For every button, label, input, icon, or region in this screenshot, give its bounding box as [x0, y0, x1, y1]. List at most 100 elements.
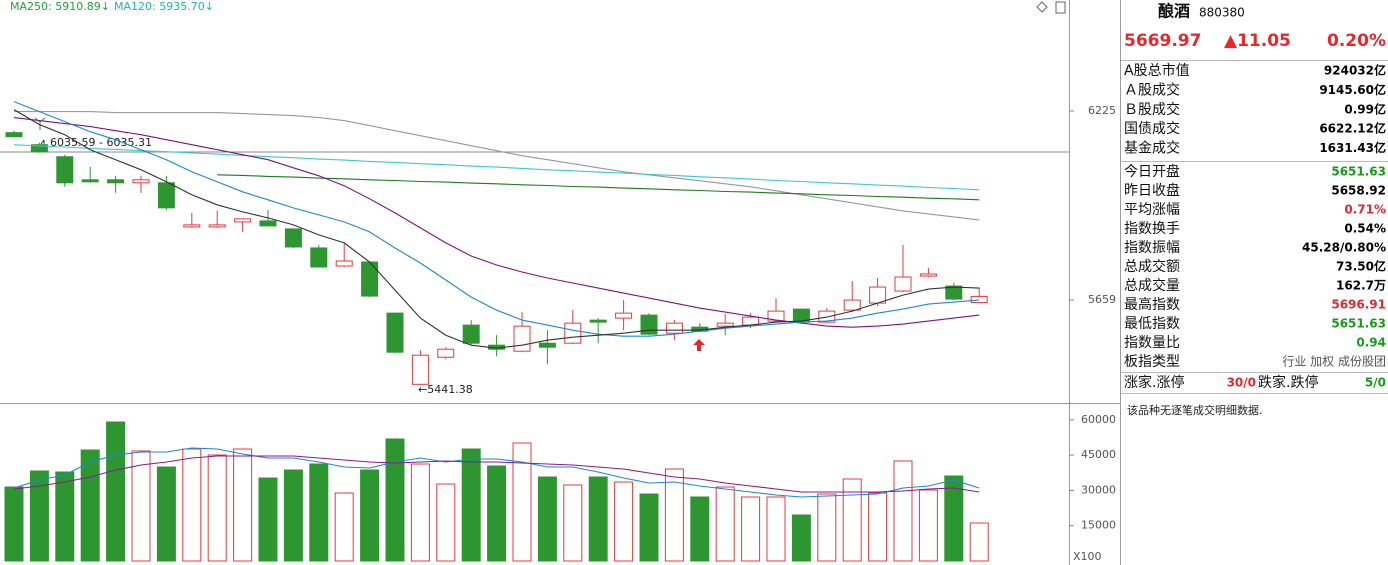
stock-code: 880380	[1199, 6, 1245, 20]
y-tick-label: 15000	[1081, 519, 1116, 532]
volume-bar	[741, 496, 761, 562]
volume-bar	[156, 466, 176, 562]
annotation: 6035.59 - 6035.31	[50, 136, 152, 149]
volume-bar	[842, 478, 862, 562]
candle-body	[259, 220, 277, 227]
row-label: 国债成交	[1124, 120, 1180, 137]
row-value: 行业 加权 成份股团	[1282, 355, 1386, 369]
candle-body	[513, 325, 531, 352]
volume-bar	[131, 450, 151, 562]
candle-body	[665, 322, 683, 334]
volume-bar	[80, 449, 100, 562]
candle-body	[869, 286, 887, 304]
candle-body	[919, 273, 937, 277]
volume-bar	[182, 448, 202, 562]
row-value: 6622.12亿	[1319, 121, 1386, 136]
candle-body	[56, 156, 74, 184]
candle-body	[81, 179, 99, 183]
toolbar-icon[interactable]	[1036, 1, 1048, 13]
y-tick-label: 30000	[1081, 483, 1116, 496]
ma-line	[13, 447, 980, 498]
row-label: 基金成交	[1124, 140, 1180, 157]
row-value: 5/0	[1365, 376, 1386, 390]
volume-bar	[334, 492, 354, 562]
row-value: 924032亿	[1324, 63, 1386, 78]
volume-bar	[233, 448, 253, 562]
ma-line	[13, 101, 980, 337]
price-change-pct: 0.20%	[1327, 31, 1386, 51]
row-label: Ａ股成交	[1124, 81, 1180, 98]
y-tick-label: 60000	[1081, 413, 1116, 426]
note: 该品种无逐笔成交明细数据.	[1127, 403, 1263, 417]
ma-line	[14, 111, 980, 221]
volume-bar	[360, 469, 380, 562]
candle-body	[132, 179, 150, 184]
volume-bar	[766, 496, 786, 562]
stock-name: 酿酒	[1158, 2, 1190, 21]
candle-body	[386, 312, 404, 353]
volume-bar	[588, 476, 608, 562]
y-tick-label: 45000	[1081, 448, 1116, 461]
row-label: 涨家.涨停	[1124, 374, 1184, 391]
row-value: 0.94	[1356, 336, 1386, 350]
volume-bar	[487, 465, 507, 562]
candle-body	[970, 295, 988, 304]
signal-arrow	[693, 339, 705, 351]
row-value: 30/0	[1227, 376, 1256, 390]
ma-line	[13, 455, 980, 493]
candle-body	[640, 314, 658, 335]
volume-bar	[817, 493, 837, 562]
volume-bar	[893, 460, 913, 562]
volume-bar	[29, 470, 49, 562]
volume-bar	[690, 496, 710, 562]
volume-bar	[283, 469, 303, 562]
candle-body	[284, 228, 302, 248]
candle-body	[437, 348, 455, 358]
row-value: 5651.63	[1331, 165, 1386, 179]
row-value: 5651.63	[1331, 317, 1386, 331]
y-tick-label: 5659	[1088, 293, 1116, 306]
candle-body	[411, 354, 429, 385]
ma-line	[13, 109, 980, 349]
candle-body	[462, 324, 480, 344]
row-label: Ｂ股成交	[1124, 101, 1180, 118]
candle-body	[615, 312, 633, 319]
volume-bar	[436, 483, 456, 562]
volume-bar	[4, 486, 24, 562]
candle-body	[5, 132, 23, 138]
candle-body	[107, 179, 125, 184]
ma-line	[13, 117, 980, 328]
candle-body	[564, 322, 582, 344]
volume-bar	[537, 476, 557, 562]
candle-body	[843, 299, 861, 311]
volume-bar	[258, 477, 278, 562]
candle-body	[335, 260, 353, 267]
volume-bar	[563, 484, 583, 562]
row-label: 跌家.跌停	[1258, 374, 1318, 391]
row-label: 总成交量	[1124, 277, 1180, 294]
annotation: ←5441.38	[418, 383, 473, 396]
row-value: 0.71%	[1344, 203, 1386, 217]
row-label: 指数量比	[1124, 335, 1180, 351]
volume-bar	[944, 475, 964, 562]
volume-bar	[969, 522, 989, 562]
volume-bar	[918, 489, 938, 562]
candle-body	[234, 218, 252, 223]
candle-body	[310, 247, 328, 268]
row-value: 73.50亿	[1336, 259, 1386, 274]
candle-body	[538, 342, 556, 348]
candle-body	[767, 310, 785, 322]
candle-body	[894, 276, 912, 292]
price: 5669.97	[1124, 31, 1201, 51]
ma-line	[217, 174, 980, 201]
volume-bar	[614, 481, 634, 562]
row-value: 162.7万	[1336, 279, 1386, 293]
price-change: ▲11.05	[1224, 31, 1291, 51]
toolbar-icon[interactable]	[1055, 1, 1066, 14]
row-label: 今日开盘	[1124, 163, 1180, 180]
ma-legend: MA250: 5910.89↓	[10, 0, 110, 13]
candle-body	[716, 322, 734, 327]
candle-body	[183, 224, 201, 228]
